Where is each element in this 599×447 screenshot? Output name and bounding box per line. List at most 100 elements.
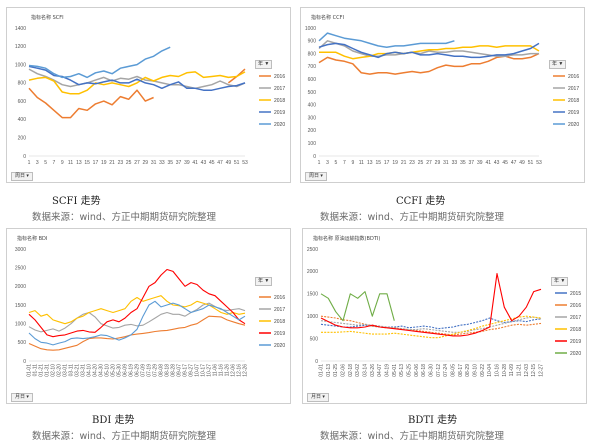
x-tick-label: 31 bbox=[151, 160, 157, 166]
series-line-2020 bbox=[28, 300, 246, 346]
series-line-2017 bbox=[320, 316, 542, 333]
year-filter-button[interactable]: 年 ▼ bbox=[255, 60, 273, 69]
x-tick-label: 12-03 bbox=[524, 364, 530, 377]
x-tick-label: 13 bbox=[76, 160, 82, 166]
y-tick-label: 1500 bbox=[307, 292, 318, 298]
x-tick-label: 10-04 bbox=[487, 364, 493, 377]
x-tick-label: 01-25 bbox=[333, 364, 339, 377]
x-tick-label: 25 bbox=[126, 160, 132, 166]
scfi-chart-panel: 指标名称 SCFI 1400 1200 1000 800 600 400 200 0 1 3 5 7 9… bbox=[6, 7, 291, 183]
series-line-2018 bbox=[28, 71, 246, 95]
legend-label: 2020 bbox=[568, 122, 579, 128]
x-tick-label: 07-29 bbox=[153, 364, 159, 377]
x-tick-label: 15 bbox=[84, 160, 90, 166]
period-filter-button[interactable]: 月日 ▾ bbox=[11, 393, 33, 402]
x-tick-label: 39 bbox=[477, 160, 483, 166]
legend-label: 2018 bbox=[274, 319, 285, 325]
chart-caption: CCFI 走势 bbox=[396, 196, 446, 207]
x-tick-label: 09-07 bbox=[177, 364, 183, 377]
y-tick-label: 1000 bbox=[305, 26, 316, 32]
legend-label: 2017 bbox=[568, 86, 579, 92]
y-tick-label: 400 bbox=[308, 103, 317, 109]
x-tick-label: 05-25 bbox=[407, 364, 413, 377]
y-tick-label: 1000 bbox=[307, 314, 318, 320]
x-tick-label: 11 bbox=[359, 160, 364, 166]
y-tick-label: 400 bbox=[18, 117, 27, 123]
legend-label: 2018 bbox=[274, 98, 285, 104]
x-tick-label: 21 bbox=[109, 160, 115, 166]
bdti-chart-panel: 指标名称 原油运输指数(BDTI) 2500 2000 1500 1000 500 0 01… bbox=[302, 228, 587, 404]
x-tick-label: 5 bbox=[44, 160, 47, 166]
x-tick-label: 01-11 bbox=[33, 364, 39, 377]
x-tick-label: 51 bbox=[528, 160, 534, 166]
year-filter-button[interactable]: 年 ▼ bbox=[255, 277, 273, 286]
ccfi-chart-panel: 指标名称 CCFI 1000 900 800 700 600 500 400 300 200 10… bbox=[300, 7, 585, 183]
y-tick-label: 0 bbox=[315, 359, 318, 365]
x-tick-label: 10-17 bbox=[201, 364, 207, 377]
period-filter-button[interactable]: 周日 ▾ bbox=[11, 172, 33, 181]
x-tick-label: 51 bbox=[234, 160, 240, 166]
x-tick-label: 7 bbox=[343, 160, 346, 166]
x-tick-label: 43 bbox=[494, 160, 500, 166]
x-tick-label: 11-06 bbox=[213, 364, 219, 377]
x-tick-label: 21 bbox=[401, 160, 407, 166]
x-tick-label: 49 bbox=[226, 160, 232, 166]
x-tick-label: 7 bbox=[53, 160, 56, 166]
x-tick-label: 03-26 bbox=[370, 364, 376, 377]
x-tick-label: 9 bbox=[61, 160, 64, 166]
x-tick-label: 03-02 bbox=[355, 364, 361, 377]
y-tick-label: 500 bbox=[18, 340, 27, 346]
series-line-2015 bbox=[320, 317, 542, 330]
x-tick-label: 49 bbox=[519, 160, 525, 166]
y-tick-label: 900 bbox=[308, 39, 317, 45]
x-tick-label: 06-19 bbox=[129, 364, 135, 377]
x-tick-label: 1 bbox=[318, 160, 321, 166]
x-tick-label: 01-01 bbox=[319, 364, 325, 377]
x-tick-label: 53 bbox=[242, 160, 248, 166]
x-tick-label: 23 bbox=[118, 160, 124, 166]
x-tick-label: 11 bbox=[68, 160, 73, 166]
series-line-2019 bbox=[320, 273, 542, 337]
x-tick-label: 05-20 bbox=[111, 364, 117, 377]
legend-label: 2017 bbox=[274, 307, 285, 313]
period-filter-button[interactable]: 月日 ▾ bbox=[307, 393, 329, 402]
x-tick-label: 33 bbox=[452, 160, 458, 166]
x-tick-label: 09-22 bbox=[480, 364, 486, 377]
year-filter-button[interactable]: 年 ▼ bbox=[551, 277, 569, 286]
x-tick-label: 1 bbox=[28, 160, 31, 166]
series-line-2016 bbox=[28, 315, 246, 351]
y-tick-label: 600 bbox=[18, 99, 27, 105]
x-tick-label: 06-29 bbox=[135, 364, 141, 377]
legend-label: 2017 bbox=[570, 315, 581, 321]
x-tick-label: 31 bbox=[443, 160, 449, 166]
x-tick-label: 19 bbox=[392, 160, 398, 166]
x-tick-label: 07-24 bbox=[443, 364, 449, 377]
x-tick-label: 5 bbox=[335, 160, 338, 166]
legend-label: 2016 bbox=[274, 295, 285, 301]
chart-title: 指标名称 原油运输指数(BDTI) bbox=[313, 236, 381, 242]
y-tick-label: 2000 bbox=[307, 269, 318, 275]
data-source-note: 数据来源：wind、方正中期期货研究院整理 bbox=[32, 212, 216, 223]
x-tick-label: 37 bbox=[469, 160, 475, 166]
x-tick-label: 05-10 bbox=[105, 364, 111, 377]
y-tick-label: 2500 bbox=[307, 247, 318, 253]
period-filter-button[interactable]: 周日 ▾ bbox=[305, 172, 327, 181]
chart-title: 指标名称 CCFI bbox=[311, 15, 344, 21]
y-tick-label: 300 bbox=[308, 115, 317, 121]
y-tick-label: 0 bbox=[23, 359, 26, 365]
x-tick-label: 02-10 bbox=[51, 364, 57, 377]
y-tick-label: 1400 bbox=[15, 26, 26, 32]
x-tick-label: 04-20 bbox=[93, 364, 99, 377]
bdti-chart: 2500 2000 1500 1000 500 001-01 01-13 01-25 02-06… bbox=[307, 247, 581, 377]
bdi-chart-panel: 指标名称 BDI 3000 2500 2000 1500 1000 500 0 01-01 01… bbox=[6, 228, 291, 404]
year-filter-button[interactable]: 年 ▼ bbox=[549, 60, 567, 69]
x-tick-label: 27 bbox=[134, 160, 140, 166]
y-tick-label: 800 bbox=[18, 81, 27, 87]
x-tick-label: 23 bbox=[409, 160, 415, 166]
x-tick-label: 08-17 bbox=[458, 364, 464, 377]
series-line-2018 bbox=[28, 295, 246, 325]
series-line-2019 bbox=[318, 42, 540, 59]
legend-label: 2019 bbox=[568, 110, 579, 116]
